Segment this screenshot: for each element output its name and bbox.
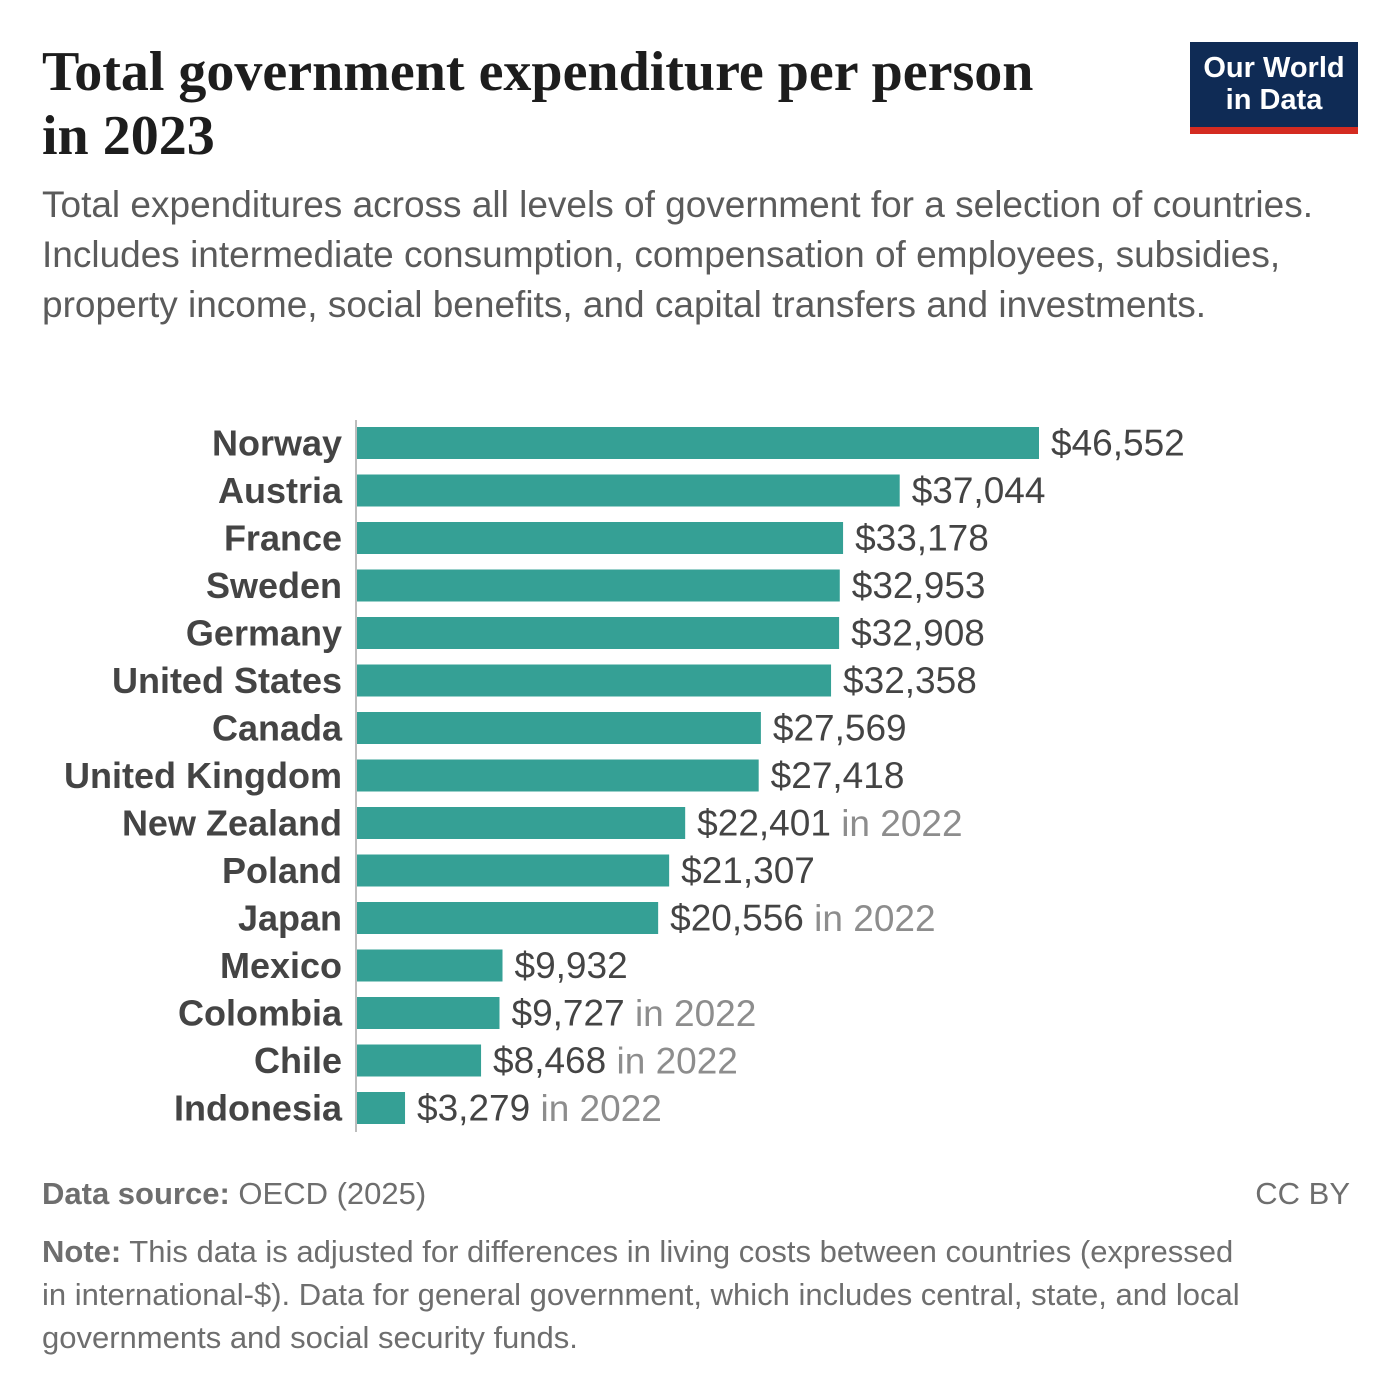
category-label: Japan [238,898,342,939]
category-label: United Kingdom [64,755,342,796]
year-note: in 2022 [831,803,963,844]
note-label: Note: [42,1234,122,1269]
bar [357,522,844,554]
value-label: $20,556 in 2022 [670,898,935,939]
category-label: United States [112,660,342,701]
year-note: in 2022 [804,898,936,939]
value-label: $8,468 in 2022 [493,1040,738,1081]
bar [357,664,832,697]
logo-line-1: Our World [1203,52,1345,84]
category-label: Mexico [220,945,342,986]
chart-subtitle: Total expenditures across all levels of … [42,184,1313,325]
category-label: New Zealand [122,803,342,844]
value-label: $9,932 [515,945,628,986]
value-label: $33,178 [855,518,989,559]
chart-note: Note: This data is adjusted for differen… [42,1230,1262,1359]
value-label: $37,044 [912,470,1046,511]
data-source-label: Data source: [42,1176,230,1211]
bar [357,1044,482,1077]
year-note: in 2022 [625,993,757,1034]
category-label: Austria [218,470,343,511]
value-label: $32,953 [852,565,986,606]
bar [357,474,900,507]
category-label: Norway [212,423,342,464]
logo-accent-bar [1190,127,1358,134]
category-label: Chile [254,1040,342,1081]
bar [357,949,503,982]
category-label: France [224,518,342,559]
bar [357,807,686,839]
bar-chart: Norway $46,552 Austria $37,044 France $33,178… [64,420,1185,1132]
owid-logo[interactable]: Our World in Data [1190,42,1358,134]
value-label: $9,727 in 2022 [512,993,757,1034]
license-link[interactable]: CC BY [1255,1176,1350,1211]
bar [357,854,670,887]
category-label: Sweden [206,565,342,606]
bar [357,427,1039,459]
bar [357,997,500,1029]
bar [357,759,759,792]
chart-title: Total government expenditure per person … [42,41,1034,167]
value-label: $27,418 [771,755,905,796]
bar [357,902,659,934]
value-label: $22,401 in 2022 [697,803,962,844]
value-label: $32,908 [851,613,985,654]
value-label: $46,552 [1051,423,1185,464]
category-label: Indonesia [174,1088,343,1129]
value-label: $3,279 in 2022 [417,1088,662,1129]
category-label: Poland [222,850,342,891]
bar [357,1092,406,1124]
logo-line-2: in Data [1225,84,1323,116]
bar [357,569,840,602]
year-note: in 2022 [606,1040,738,1081]
bar [357,617,840,649]
value-label: $21,307 [681,850,815,891]
value-label: $32,358 [843,660,977,701]
year-note: in 2022 [530,1088,662,1129]
category-label: Colombia [178,993,343,1034]
category-label: Canada [212,708,343,749]
data-source: Data source: OECD (2025) [42,1176,426,1212]
note-text: This data is adjusted for differences in… [42,1234,1240,1355]
value-label: $27,569 [773,708,907,749]
data-source-value: OECD (2025) [229,1176,427,1211]
category-label: Germany [186,613,342,654]
bar [357,712,761,744]
